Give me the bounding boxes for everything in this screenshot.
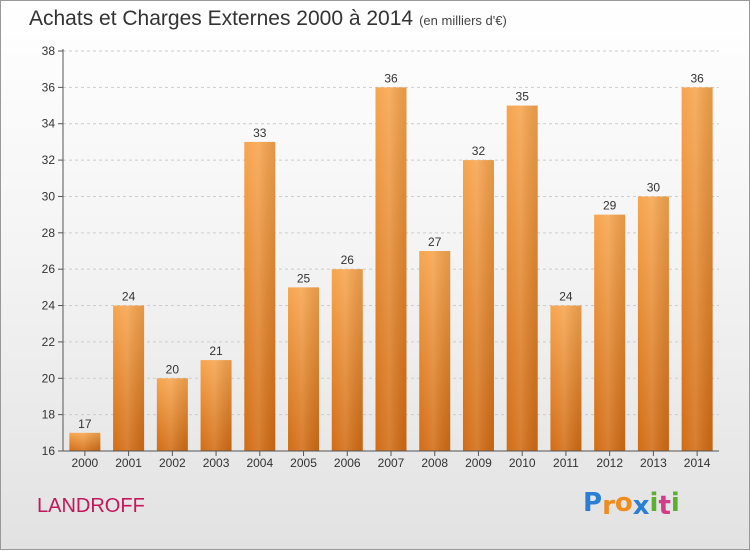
bar-shine: [462, 160, 494, 451]
y-tick-label: 24: [42, 299, 56, 313]
data-label: 27: [428, 235, 442, 249]
data-label: 25: [297, 271, 311, 285]
bar-shine: [156, 378, 188, 451]
bar-shine: [113, 305, 145, 451]
chart-subtitle: (en milliers d'€): [419, 13, 507, 28]
logo-letter: x: [632, 491, 650, 521]
data-label: 33: [253, 126, 267, 140]
data-label: 24: [122, 290, 136, 304]
x-tick-label: 2000: [72, 456, 99, 470]
commune-name: LANDROFF: [37, 495, 145, 517]
y-tick-label: 26: [42, 262, 56, 276]
logo-letter: i: [670, 488, 680, 518]
x-tick-label: 2011: [553, 456, 579, 470]
bar-shine: [594, 214, 626, 451]
y-tick-label: 16: [42, 444, 56, 458]
x-tick-label: 2014: [684, 456, 711, 470]
data-label: 20: [166, 362, 180, 376]
proxiti-logo: Proxiti: [583, 488, 680, 521]
x-tick-label: 2010: [509, 456, 536, 470]
y-tick-label: 32: [42, 153, 56, 167]
x-tick-label: 2012: [596, 456, 623, 470]
axes: 16 18 20 22 24 26 28 30 32 34 36 38 2000 2001 2002 2003…: [42, 44, 719, 470]
logo-letter: P: [583, 488, 603, 518]
x-tick-label: 2004: [246, 456, 273, 470]
y-tick-label: 30: [42, 189, 56, 203]
x-tick-label: 2013: [640, 456, 667, 470]
bar-shine: [200, 360, 232, 451]
y-tick-label: 34: [42, 117, 56, 131]
bar-shine: [681, 87, 713, 451]
x-tick-label: 2005: [290, 456, 317, 470]
bar-shine: [637, 196, 669, 451]
logo-letter: i: [649, 488, 659, 518]
y-tick-label: 38: [42, 44, 56, 58]
y-tick-label: 18: [42, 408, 56, 422]
chart-title: Achats et Charges Externes 2000 à 2014 (e…: [29, 7, 507, 31]
bar-shine: [506, 105, 538, 451]
x-tick-label: 2008: [421, 456, 448, 470]
logo-letter: r: [602, 491, 615, 521]
x-tick-label: 2006: [334, 456, 361, 470]
y-tick-label: 28: [42, 226, 56, 240]
bar-shine: [375, 87, 407, 451]
data-label: 30: [647, 180, 661, 194]
data-label: 29: [603, 199, 617, 213]
data-label: 24: [559, 290, 573, 304]
bar-shine: [69, 432, 101, 451]
bar-shine: [550, 305, 582, 451]
data-label: 32: [472, 144, 486, 158]
logo-letter: o: [614, 488, 633, 518]
y-tick-label: 22: [42, 335, 56, 349]
data-label: 21: [209, 344, 223, 358]
logo-letter: t: [658, 491, 671, 521]
bars: 17 24 20 21 33 25 26 36 27 32 35 24 29 30 36: [69, 71, 713, 451]
bar-shine: [288, 287, 320, 451]
x-tick-label: 2002: [159, 456, 186, 470]
x-tick-label: 2009: [465, 456, 492, 470]
y-tick-label: 36: [42, 80, 56, 94]
x-tick-label: 2001: [115, 456, 142, 470]
chart-title-text: Achats et Charges Externes 2000 à 2014: [29, 7, 414, 30]
data-label: 26: [341, 253, 355, 267]
x-tick-label: 2003: [203, 456, 230, 470]
bar-shine: [244, 141, 276, 451]
x-tick-label: 2007: [378, 456, 405, 470]
data-label: 35: [516, 90, 530, 104]
data-label: 17: [78, 417, 92, 431]
bar-shine: [419, 251, 451, 451]
data-label: 36: [690, 71, 704, 85]
data-label: 36: [384, 71, 398, 85]
bar-shine: [331, 269, 363, 451]
y-tick-label: 20: [42, 371, 56, 385]
